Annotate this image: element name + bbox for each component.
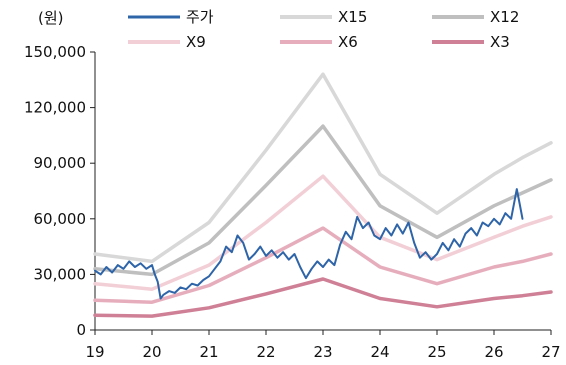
x-tick-label: 19 [85,343,104,361]
x-tick-label: 23 [313,343,332,361]
legend: 주가 X15 X12 X9 X6 X3 [128,8,519,51]
x-tick-label: 20 [142,343,161,361]
y-unit-label: (원) [38,9,64,27]
y-tick-label: 90,000 [34,154,87,172]
y-tick-label: 30,000 [34,265,87,283]
legend-label: 주가 [186,8,214,26]
series-line-X3 [93,277,553,318]
series-line-주가 [94,188,524,300]
legend-label: X12 [490,8,519,26]
series-line-X12 [93,124,553,277]
series-group [93,72,553,318]
series-line-X9 [93,174,553,291]
y-tick-label: 150,000 [24,43,86,61]
legend-label: X3 [490,33,510,51]
y-tick-label: 0 [76,321,86,339]
legend-label: X9 [186,33,206,51]
series-line-X15 [93,72,553,264]
x-tick-label: 21 [199,343,218,361]
series-line-X6 [93,226,553,304]
legend-label: X15 [338,8,367,26]
legend-label: X6 [338,33,358,51]
x-tick-label: 24 [370,343,389,361]
axes: 0 30,000 60,000 90,000 120,000 150,000 19 20 21 2… [24,43,561,361]
y-tick-label: 120,000 [24,99,86,117]
x-tick-label: 25 [427,343,446,361]
x-tick-label: 26 [484,343,503,361]
x-tick-label: 27 [541,343,560,361]
x-tick-label: 22 [256,343,275,361]
y-tick-label: 60,000 [34,210,87,228]
